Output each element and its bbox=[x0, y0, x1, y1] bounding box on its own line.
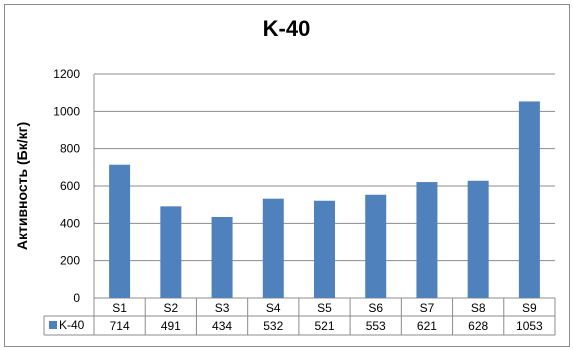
table-value-S8: 628 bbox=[468, 319, 488, 333]
category-label-S2: S2 bbox=[163, 301, 178, 315]
bar-S5 bbox=[314, 200, 335, 298]
category-label-S7: S7 bbox=[420, 301, 435, 315]
table-value-S3: 434 bbox=[212, 319, 232, 333]
y-axis-title: Активность (Бк/кг) bbox=[14, 122, 30, 250]
bar-S4 bbox=[262, 198, 284, 298]
y-tick-label-400: 400 bbox=[60, 216, 80, 230]
table-value-S2: 491 bbox=[161, 319, 181, 333]
table-value-S9: 1053 bbox=[516, 319, 543, 333]
legend-swatch-k40 bbox=[49, 321, 57, 329]
bar-S8 bbox=[467, 180, 489, 298]
y-tick-label-600: 600 bbox=[60, 179, 80, 193]
bar-S9 bbox=[518, 101, 540, 298]
y-tick-label-0: 0 bbox=[73, 291, 80, 305]
table-value-S6: 553 bbox=[366, 319, 386, 333]
bar-S7 bbox=[416, 182, 438, 298]
y-tick-label-200: 200 bbox=[60, 254, 80, 268]
category-label-S5: S5 bbox=[317, 301, 332, 315]
table-value-S4: 532 bbox=[263, 319, 283, 333]
category-label-S3: S3 bbox=[215, 301, 230, 315]
table-value-S7: 621 bbox=[417, 319, 437, 333]
y-tick-label-1000: 1000 bbox=[53, 104, 80, 118]
bar-S1 bbox=[109, 164, 131, 298]
legend-series-name: K-40 bbox=[59, 318, 85, 332]
y-tick-label-800: 800 bbox=[60, 142, 80, 156]
chart-title: K-40 bbox=[262, 16, 311, 41]
category-label-S4: S4 bbox=[266, 301, 281, 315]
bar-S2 bbox=[160, 206, 182, 298]
table-value-S5: 521 bbox=[314, 319, 334, 333]
y-tick-label-1200: 1200 bbox=[53, 67, 80, 81]
category-label-S6: S6 bbox=[368, 301, 383, 315]
bar-S3 bbox=[211, 216, 233, 298]
bar-S6 bbox=[365, 194, 387, 298]
category-label-S9: S9 bbox=[522, 301, 537, 315]
category-label-S8: S8 bbox=[471, 301, 486, 315]
category-label-S1: S1 bbox=[112, 301, 127, 315]
table-value-S1: 714 bbox=[110, 319, 130, 333]
